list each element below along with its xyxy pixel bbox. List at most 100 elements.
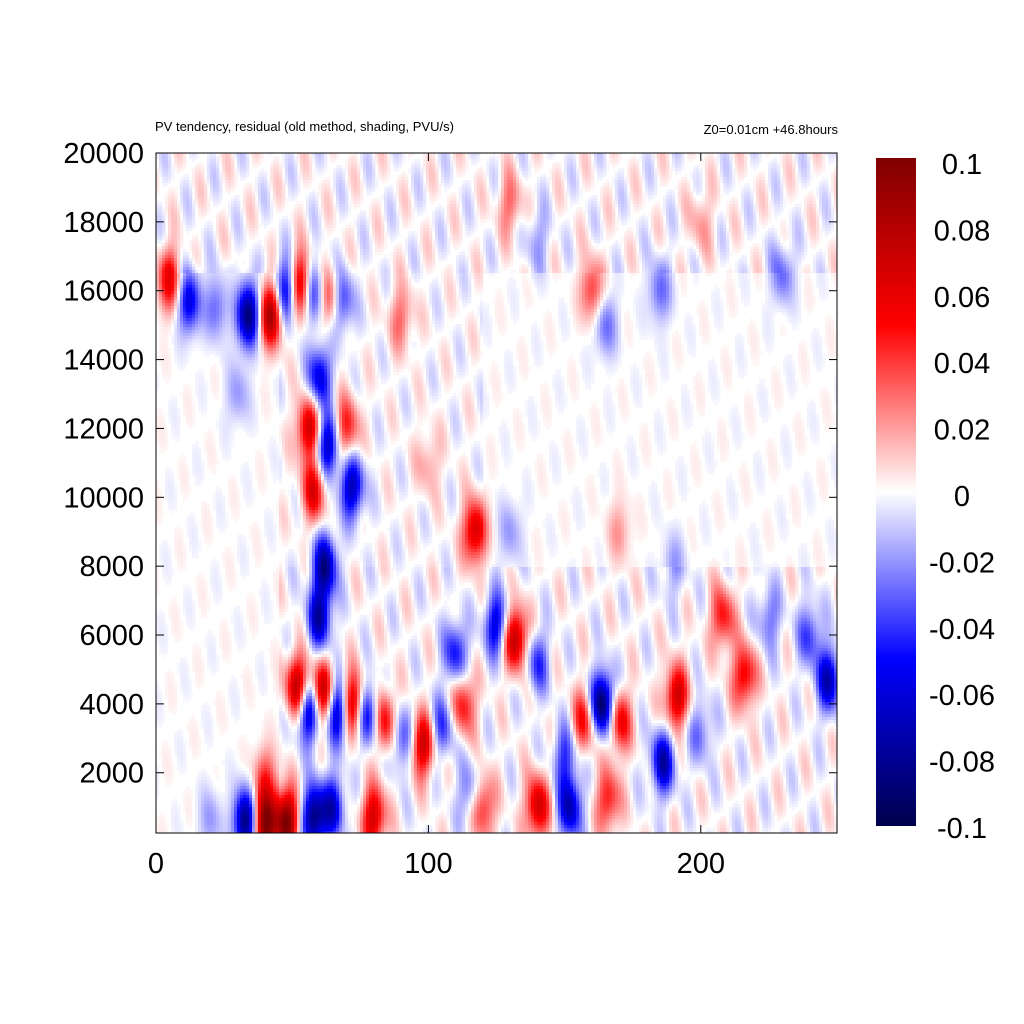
- heatmap-cell: [789, 168, 792, 171]
- heatmap-cell: [180, 186, 183, 189]
- heatmap-cell: [600, 189, 603, 192]
- heatmap-cell: [414, 165, 417, 168]
- heatmap-cell: [753, 180, 756, 183]
- heatmap-cell: [579, 162, 582, 165]
- heatmap-cell: [201, 189, 204, 192]
- heatmap-cell: [678, 195, 681, 198]
- heatmap-cell: [591, 162, 594, 165]
- heatmap-cell: [702, 168, 705, 171]
- heatmap-cell: [477, 156, 480, 159]
- heatmap-cell: [717, 171, 720, 174]
- heatmap-cell: [519, 171, 522, 174]
- heatmap-cell: [258, 201, 261, 204]
- heatmap-cell: [522, 192, 525, 195]
- heatmap-cell: [522, 183, 525, 186]
- heatmap-cell: [501, 201, 504, 204]
- heatmap-cell: [204, 192, 207, 195]
- heatmap-cell: [471, 192, 474, 195]
- heatmap-cell: [726, 156, 729, 159]
- heatmap-cell: [225, 177, 228, 180]
- heatmap-cell: [315, 168, 318, 171]
- heatmap-cell: [678, 189, 681, 192]
- heatmap-cell: [453, 201, 456, 204]
- heatmap-cell: [159, 165, 162, 168]
- heatmap-cell: [258, 156, 261, 159]
- heatmap-cell: [462, 201, 465, 204]
- heatmap-cell: [657, 174, 660, 177]
- heatmap-cell: [363, 165, 366, 168]
- heatmap-cell: [765, 192, 768, 195]
- heatmap-cell: [630, 183, 633, 186]
- heatmap-cell: [180, 207, 183, 210]
- heatmap-cell: [372, 198, 375, 201]
- heatmap-cell: [450, 195, 453, 198]
- heatmap-cell: [696, 168, 699, 171]
- heatmap-cell: [342, 204, 345, 207]
- heatmap-cell: [393, 195, 396, 198]
- heatmap-cell: [750, 159, 753, 162]
- heatmap-cell: [543, 195, 546, 198]
- heatmap-cell: [489, 186, 492, 189]
- heatmap-cell: [771, 174, 774, 177]
- heatmap-cell: [489, 171, 492, 174]
- heatmap-cell: [351, 183, 354, 186]
- heatmap-cell: [804, 174, 807, 177]
- heatmap-cell: [789, 180, 792, 183]
- heatmap-cell: [768, 162, 771, 165]
- heatmap-cell: [588, 168, 591, 171]
- heatmap-cell: [828, 192, 831, 195]
- heatmap-cell: [363, 177, 366, 180]
- heatmap-cell: [381, 165, 384, 168]
- heatmap-cell: [324, 204, 327, 207]
- heatmap-cell: [825, 183, 828, 186]
- heatmap-cell: [270, 198, 273, 201]
- heatmap-cell: [609, 183, 612, 186]
- heatmap-cell: [507, 189, 510, 192]
- heatmap-cell: [804, 171, 807, 174]
- heatmap-cell: [717, 189, 720, 192]
- heatmap-cell: [402, 174, 405, 177]
- heatmap-cell: [336, 156, 339, 159]
- heatmap-cell: [552, 183, 555, 186]
- heatmap-cell: [384, 180, 387, 183]
- heatmap-cell: [597, 174, 600, 177]
- heatmap-cell: [279, 171, 282, 174]
- heatmap-cell: [663, 174, 666, 177]
- heatmap-cell: [252, 189, 255, 192]
- heatmap-cell: [531, 198, 534, 201]
- heatmap-cell: [360, 156, 363, 159]
- heatmap-cell: [411, 162, 414, 165]
- heatmap-cell: [732, 174, 735, 177]
- heatmap-cell: [663, 156, 666, 159]
- heatmap-cell: [423, 183, 426, 186]
- heatmap-cell: [186, 189, 189, 192]
- heatmap-cell: [495, 174, 498, 177]
- heatmap-cell: [513, 201, 516, 204]
- heatmap-cell: [588, 186, 591, 189]
- heatmap-cell: [804, 159, 807, 162]
- heatmap-cell: [630, 159, 633, 162]
- heatmap-cell: [495, 168, 498, 171]
- heatmap-cell: [168, 201, 171, 204]
- heatmap-cell: [756, 180, 759, 183]
- heatmap-cell: [489, 180, 492, 183]
- heatmap-cell: [654, 183, 657, 186]
- heatmap-cell: [573, 192, 576, 195]
- heatmap-cell: [624, 186, 627, 189]
- heatmap-cell: [504, 192, 507, 195]
- heatmap-cell: [420, 180, 423, 183]
- heatmap-cell: [651, 186, 654, 189]
- heatmap-cell: [483, 174, 486, 177]
- heatmap-cell: [708, 201, 711, 204]
- heatmap-cell: [165, 159, 168, 162]
- heatmap-cell: [282, 162, 285, 165]
- heatmap-cell: [408, 195, 411, 198]
- heatmap-cell: [648, 171, 651, 174]
- heatmap-cell: [552, 189, 555, 192]
- heatmap-cell: [753, 165, 756, 168]
- heatmap-cell: [321, 156, 324, 159]
- heatmap-cell: [549, 180, 552, 183]
- heatmap-cell: [639, 159, 642, 162]
- heatmap-cell: [819, 186, 822, 189]
- heatmap-cell: [306, 156, 309, 159]
